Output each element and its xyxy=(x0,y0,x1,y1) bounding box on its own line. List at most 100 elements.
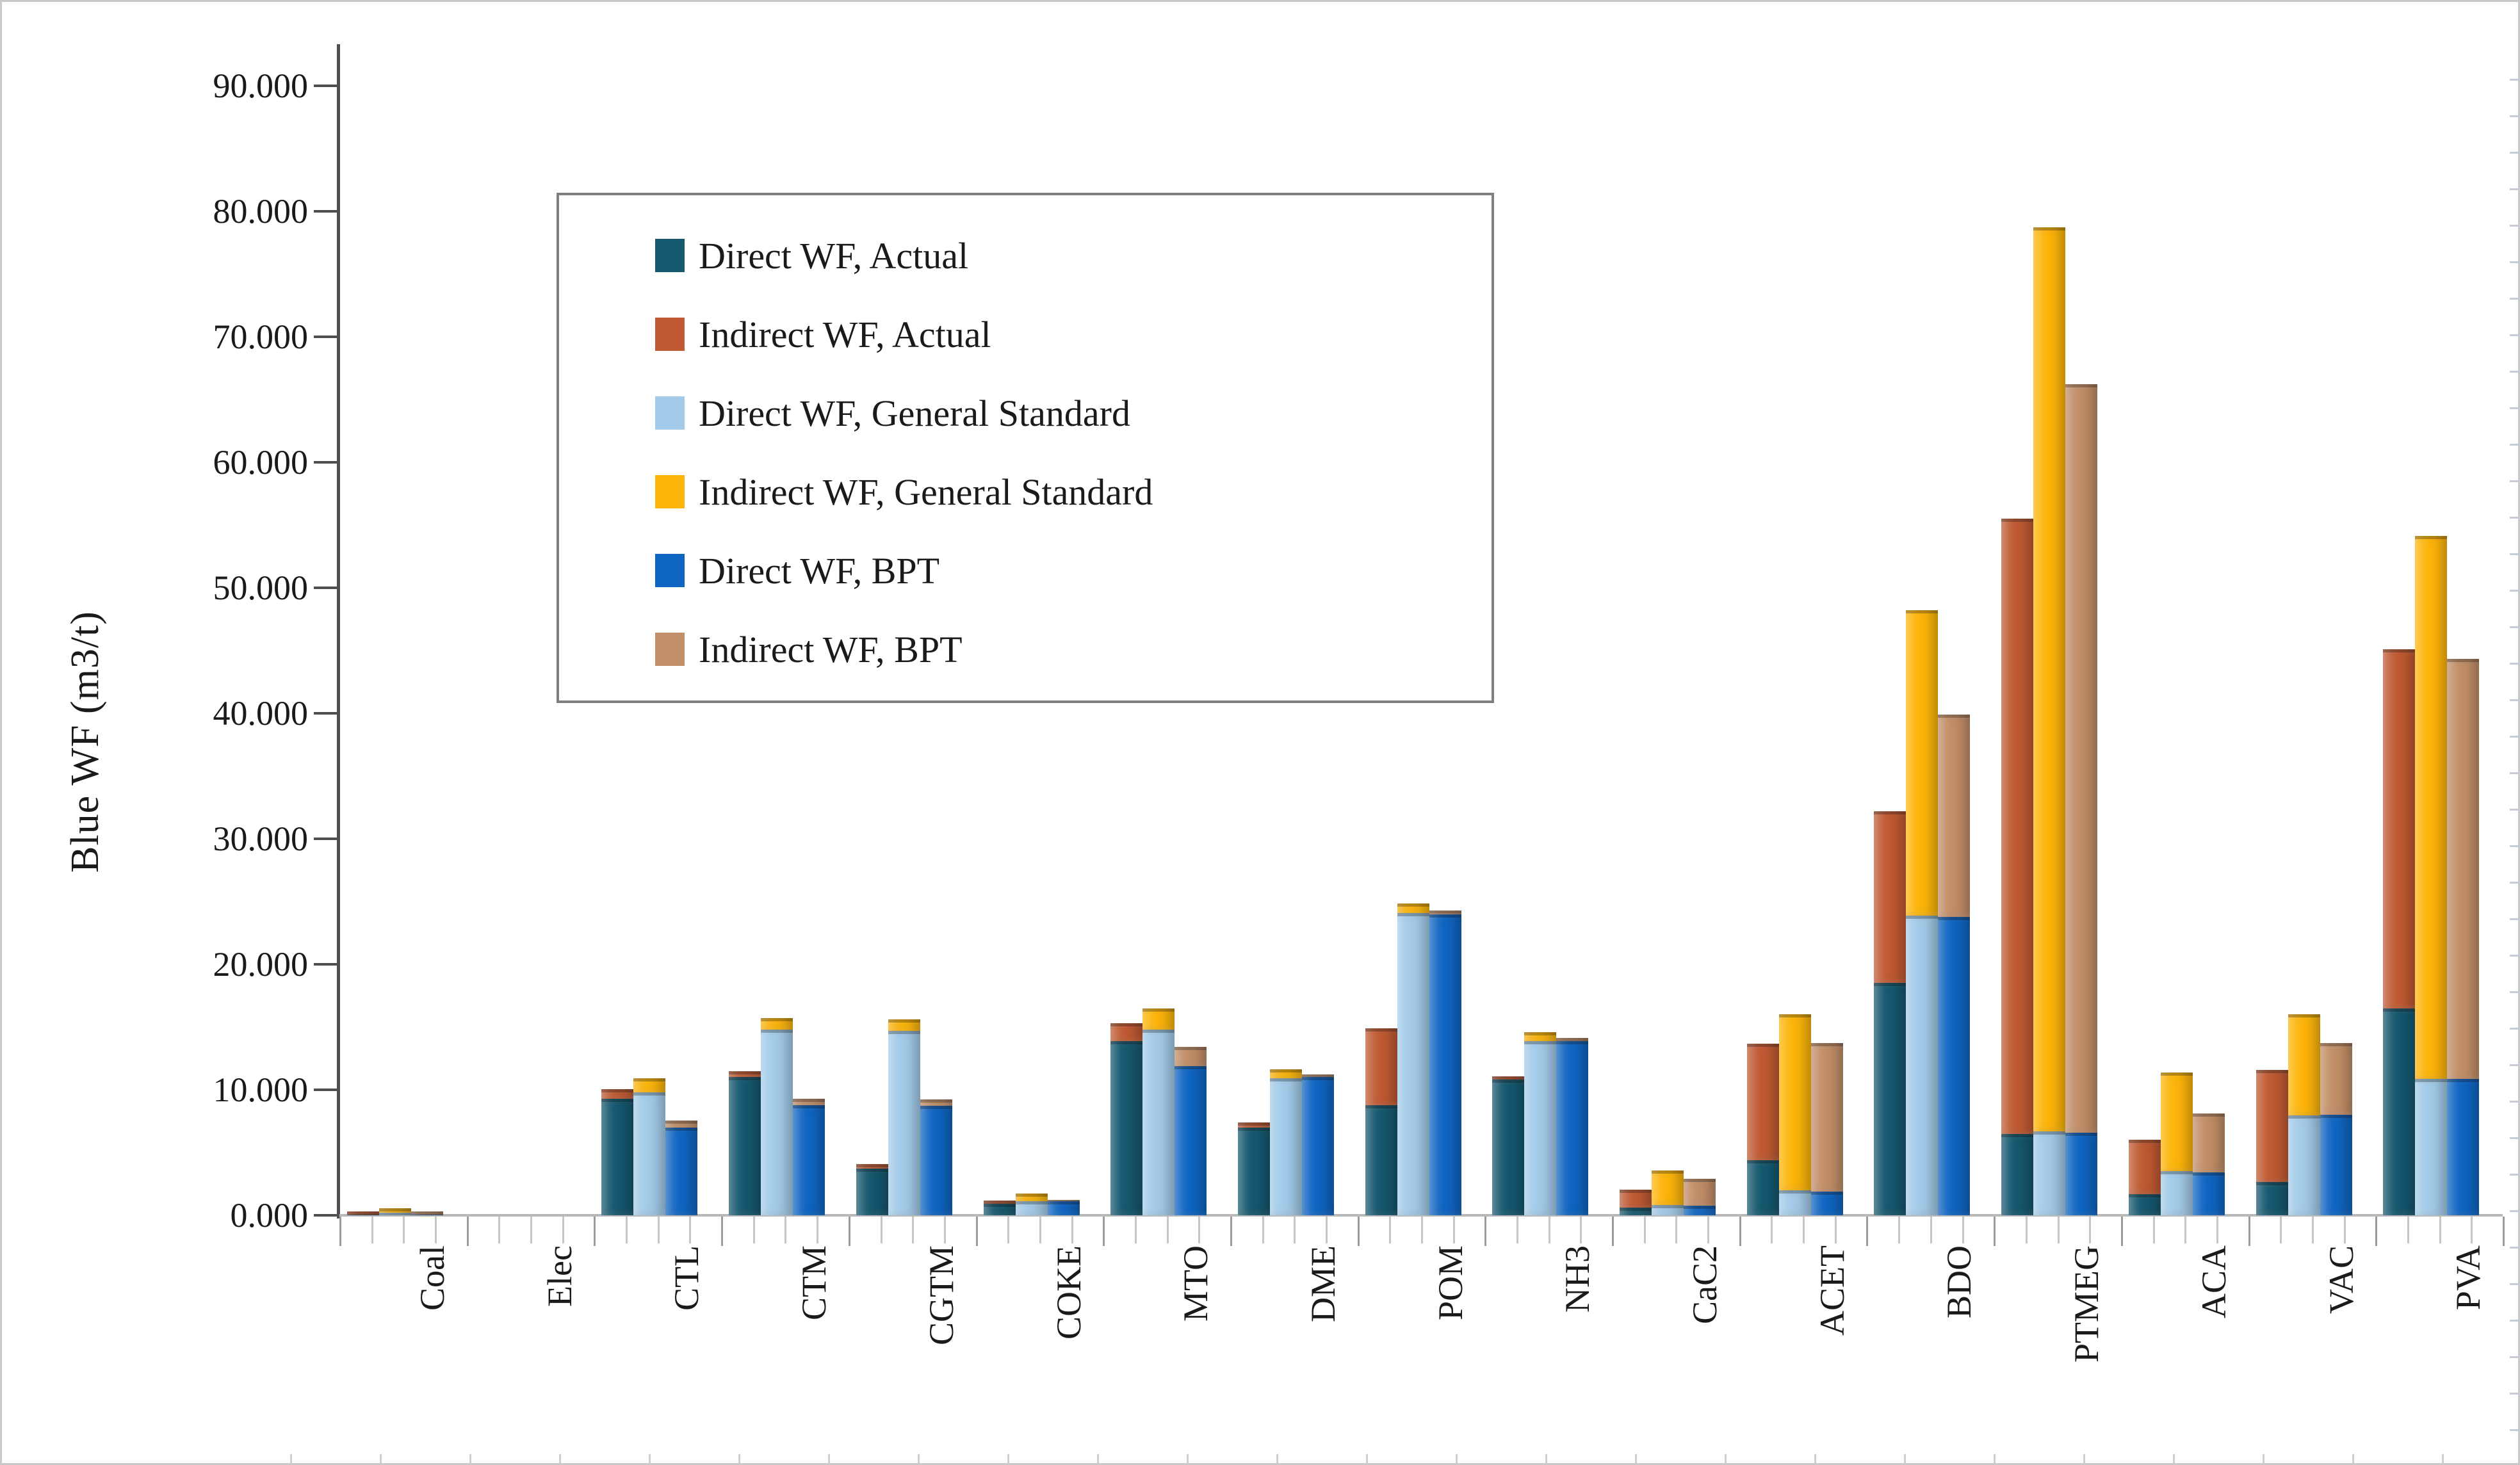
minor-x-tick xyxy=(912,1217,915,1243)
bar-segment xyxy=(2192,1172,2225,1215)
category-boundary-tick xyxy=(1103,1217,1105,1246)
x-category-label: CaC2 xyxy=(1686,1245,1725,1325)
edge-tick xyxy=(1814,1454,1816,1463)
edge-tick xyxy=(2352,1454,2354,1463)
x-category-label: MTO xyxy=(1176,1245,1215,1322)
minor-x-tick xyxy=(1516,1217,1519,1243)
edge-tick xyxy=(2510,225,2518,227)
edge-tick xyxy=(2510,699,2518,701)
legend-swatch-icon xyxy=(655,396,685,430)
bar-segment xyxy=(983,1201,1016,1204)
minor-x-tick xyxy=(689,1217,692,1243)
bar-segment xyxy=(1015,1193,1048,1202)
y-axis-title: Blue WF (m3/t) xyxy=(63,611,107,873)
minor-x-tick xyxy=(1548,1217,1550,1243)
bar-segment xyxy=(2256,1069,2288,1183)
minor-x-tick xyxy=(1834,1217,1837,1243)
minor-x-tick xyxy=(403,1217,405,1243)
legend-label: Direct WF, Actual xyxy=(699,235,969,277)
edge-tick xyxy=(2510,736,2518,738)
minor-x-tick xyxy=(1007,1217,1010,1243)
bar-segment xyxy=(2128,1140,2161,1194)
bar-segment xyxy=(1301,1074,1334,1078)
x-category-label: Coal xyxy=(413,1245,451,1311)
bar-segment xyxy=(2288,1014,2320,1116)
bar-segment xyxy=(2033,227,2066,1131)
minor-x-tick xyxy=(1643,1217,1646,1243)
minor-x-tick xyxy=(1198,1217,1201,1243)
minor-x-tick xyxy=(2057,1217,2060,1243)
edge-tick xyxy=(649,1454,651,1463)
bar-segment xyxy=(1142,1008,1175,1030)
edge-tick xyxy=(2510,991,2518,993)
edge-tick xyxy=(2510,882,2518,884)
y-tick-mark xyxy=(314,838,339,840)
edge-tick xyxy=(2510,1356,2518,1358)
edge-tick xyxy=(738,1454,740,1463)
category-boundary-tick xyxy=(2248,1217,2250,1246)
y-tick-label: 0.000 xyxy=(230,1196,309,1234)
bar-segment xyxy=(1556,1037,1589,1041)
minor-x-tick xyxy=(1707,1217,1710,1243)
bar-segment xyxy=(1110,1040,1143,1215)
minor-x-tick xyxy=(752,1217,755,1243)
x-category-label: CTM xyxy=(795,1245,834,1321)
bar-segment xyxy=(761,1018,793,1030)
y-tick-label: 60.000 xyxy=(213,443,309,482)
minor-x-tick xyxy=(1452,1217,1455,1243)
y-tick-mark xyxy=(314,587,339,589)
bar-segment xyxy=(2192,1113,2225,1173)
bar-segment xyxy=(1269,1069,1302,1079)
minor-x-tick xyxy=(435,1217,437,1243)
bar-segment xyxy=(2383,1008,2416,1215)
bar-segment xyxy=(1620,1208,1652,1215)
edge-tick xyxy=(2510,1101,2518,1103)
minor-x-tick xyxy=(1039,1217,1041,1243)
minor-x-tick xyxy=(1421,1217,1423,1243)
bar-segment xyxy=(888,1030,920,1215)
bar-segment xyxy=(2033,1131,2066,1215)
legend-label: Direct WF, BPT xyxy=(699,550,940,592)
minor-x-tick xyxy=(1389,1217,1392,1243)
edge-tick xyxy=(380,1454,382,1463)
edge-tick xyxy=(469,1454,471,1463)
legend-label: Indirect WF, General Standard xyxy=(699,471,1153,513)
bar-segment xyxy=(920,1099,952,1106)
bar-segment xyxy=(2415,535,2448,1080)
minor-x-tick xyxy=(1262,1217,1264,1243)
bar-segment xyxy=(633,1092,666,1215)
category-boundary-tick xyxy=(2375,1217,2378,1246)
bar-segment xyxy=(347,1211,379,1215)
y-tick-label: 30.000 xyxy=(213,820,309,858)
minor-x-tick xyxy=(1930,1217,1932,1243)
bar-segment xyxy=(601,1089,634,1099)
minor-x-tick xyxy=(2280,1217,2282,1243)
bar-segment xyxy=(1524,1032,1557,1041)
edge-tick xyxy=(2263,1454,2264,1463)
bar-segment xyxy=(1652,1170,1684,1206)
minor-x-tick xyxy=(626,1217,628,1243)
bar-segment xyxy=(856,1169,888,1215)
edge-tick xyxy=(1635,1454,1637,1463)
x-category-label: CTL xyxy=(667,1245,706,1311)
edge-tick xyxy=(1545,1454,1547,1463)
bar-segment xyxy=(2065,1132,2098,1215)
x-category-label: COKE xyxy=(1049,1245,1088,1340)
bar-segment xyxy=(1684,1179,1716,1206)
minor-x-tick xyxy=(562,1217,564,1243)
bar-segment xyxy=(1492,1080,1525,1215)
legend-label: Indirect WF, BPT xyxy=(699,629,963,670)
edge-tick xyxy=(918,1454,920,1463)
minor-x-tick xyxy=(1071,1217,1073,1243)
edge-tick xyxy=(1276,1454,1278,1463)
category-boundary-tick xyxy=(848,1217,850,1246)
edge-tick xyxy=(2510,1028,2518,1030)
minor-x-tick xyxy=(2471,1217,2473,1243)
y-tick-mark xyxy=(314,85,339,87)
edge-tick xyxy=(2510,79,2518,81)
minor-x-tick xyxy=(2025,1217,2028,1243)
minor-x-tick xyxy=(1675,1217,1678,1243)
minor-x-tick xyxy=(1294,1217,1296,1243)
edge-tick xyxy=(2510,407,2518,409)
bar-segment xyxy=(1746,1044,1779,1160)
